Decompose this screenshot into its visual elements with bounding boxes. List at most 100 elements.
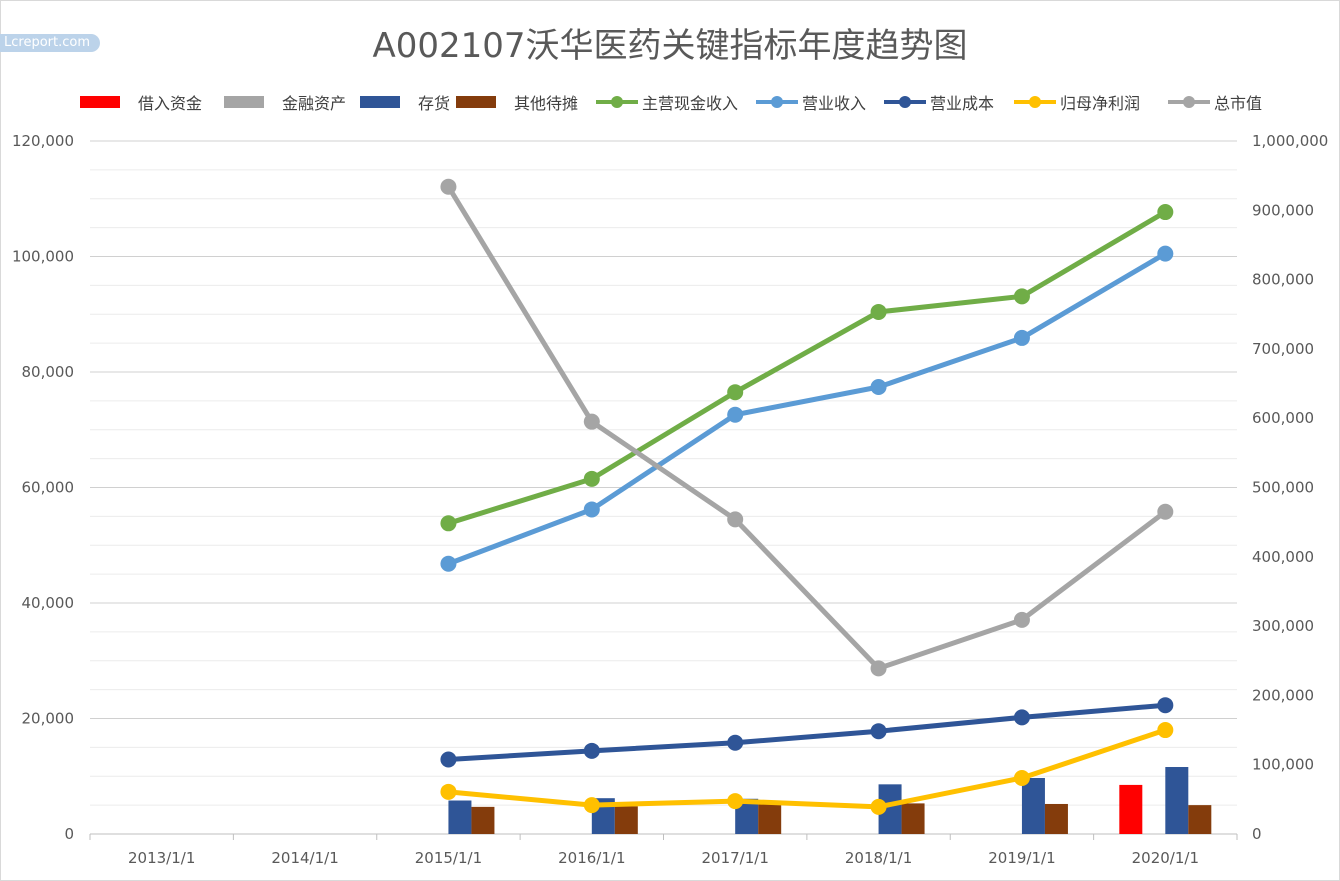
legend-item: 主营现金收入: [596, 90, 738, 114]
legend-label: 归母净利润: [1060, 94, 1141, 113]
right-axis-tick-label: 500,000: [1252, 479, 1314, 497]
x-axis-category-label: 2016/1/1: [558, 849, 625, 867]
legend-label: 金融资产: [282, 94, 347, 113]
legend-swatch-bar: [360, 96, 400, 108]
legend-swatch-bar: [80, 96, 120, 108]
line-主营现金收入: [445, 209, 1168, 526]
chart-title: A002107沃华医药关键指标年度趋势图: [372, 26, 968, 66]
x-axis-category-label: 2014/1/1: [271, 849, 338, 867]
left-axis-tick-label: 20,000: [22, 710, 75, 728]
legend-item: 其他待摊: [456, 90, 578, 114]
right-axis-tick-label: 900,000: [1252, 201, 1314, 219]
bar-其他待摊: [1044, 803, 1068, 834]
point-营业成本: [583, 742, 600, 759]
point-主营现金收入: [727, 384, 744, 401]
legend-label: 存货: [418, 94, 451, 113]
bar-存货: [448, 800, 472, 834]
legend-label: 主营现金收入: [642, 94, 739, 113]
watermark-badge: Lcreport.com: [0, 34, 100, 52]
x-axis-category-label: 2017/1/1: [702, 849, 769, 867]
point-主营现金收入: [870, 303, 887, 320]
x-axis-category-label: 2019/1/1: [988, 849, 1055, 867]
point-主营现金收入: [583, 470, 600, 487]
bar-其他待摊: [1188, 805, 1212, 834]
point-营业成本: [1157, 697, 1174, 714]
bar-其他待摊: [901, 803, 925, 834]
point-归母净利润: [583, 797, 600, 814]
legend-label: 总市值: [1214, 94, 1263, 113]
legend-item: 营业成本: [884, 90, 994, 114]
x-axis-category-label: 2020/1/1: [1132, 849, 1199, 867]
line-营业收入: [445, 251, 1168, 567]
line-总市值: [445, 184, 1168, 671]
right-axis-tick-label: 100,000: [1252, 756, 1314, 774]
line-归母净利润: [445, 727, 1168, 810]
bar-其他待摊: [758, 803, 782, 834]
point-归母净利润: [1013, 769, 1030, 786]
legend-swatch-line: [1014, 96, 1056, 108]
bar-存货: [1021, 777, 1045, 834]
point-主营现金收入: [1013, 288, 1030, 305]
legend-swatch-bar: [456, 96, 496, 108]
legend-item: 金融资产: [224, 90, 346, 114]
left-axis-tick-label: 120,000: [12, 132, 74, 150]
x-axis-category-label: 2013/1/1: [128, 849, 195, 867]
left-axis-tick-label: 100,000: [12, 248, 74, 266]
legend-label: 营业收入: [802, 94, 867, 113]
right-axis-tick-label: 300,000: [1252, 617, 1314, 635]
x-axis-category-label: 2018/1/1: [845, 849, 912, 867]
point-主营现金收入: [440, 515, 457, 532]
bar-存货: [878, 784, 902, 834]
point-主营现金收入: [1157, 204, 1174, 221]
right-axis-tick-label: 400,000: [1252, 548, 1314, 566]
legend-swatch-line: [1168, 96, 1210, 108]
right-axis-tick-label: 0: [1252, 825, 1262, 843]
bar-存货: [735, 798, 759, 834]
legend-label: 借入资金: [138, 94, 203, 113]
point-营业收入: [1157, 245, 1174, 262]
point-营业成本: [440, 751, 457, 768]
x-axis-category-label: 2015/1/1: [415, 849, 482, 867]
legend-swatch-line: [596, 96, 638, 108]
left-axis-tick-label: 40,000: [22, 594, 75, 612]
legend-swatch-line: [756, 96, 798, 108]
legend-item: 存货: [360, 90, 450, 114]
point-营业收入: [583, 501, 600, 518]
bar-其他待摊: [614, 806, 638, 834]
point-总市值: [727, 511, 744, 528]
point-归母净利润: [1157, 722, 1174, 739]
point-总市值: [870, 660, 887, 677]
point-营业收入: [440, 555, 457, 572]
legend-item: 借入资金: [80, 90, 202, 114]
point-营业成本: [870, 723, 887, 740]
bar-存货: [1165, 767, 1189, 834]
legend-item: 总市值: [1168, 90, 1262, 114]
bar-借入资金: [1119, 784, 1143, 834]
right-axis-tick-label: 1,000,000: [1252, 132, 1328, 150]
right-axis-tick-label: 200,000: [1252, 686, 1314, 704]
point-营业收入: [1013, 329, 1030, 346]
line-营业成本: [445, 702, 1168, 763]
legend-label: 其他待摊: [514, 94, 579, 113]
right-axis-tick-label: 800,000: [1252, 271, 1314, 289]
legend-label: 营业成本: [930, 94, 995, 113]
point-总市值: [1157, 503, 1174, 520]
left-axis-tick-label: 60,000: [22, 479, 75, 497]
legend-item: 归母净利润: [1014, 90, 1140, 114]
point-总市值: [583, 413, 600, 430]
legend-swatch-bar: [224, 96, 264, 108]
point-营业成本: [727, 734, 744, 751]
legend-item: 营业收入: [756, 90, 866, 114]
right-axis-tick-label: 700,000: [1252, 340, 1314, 358]
point-营业收入: [870, 379, 887, 396]
point-营业成本: [1013, 709, 1030, 726]
left-axis-tick-label: 80,000: [22, 363, 75, 381]
point-总市值: [1013, 611, 1030, 628]
bar-其他待摊: [471, 806, 495, 834]
point-营业收入: [727, 406, 744, 423]
legend-swatch-line: [884, 96, 926, 108]
point-归母净利润: [870, 798, 887, 815]
point-归母净利润: [727, 793, 744, 810]
